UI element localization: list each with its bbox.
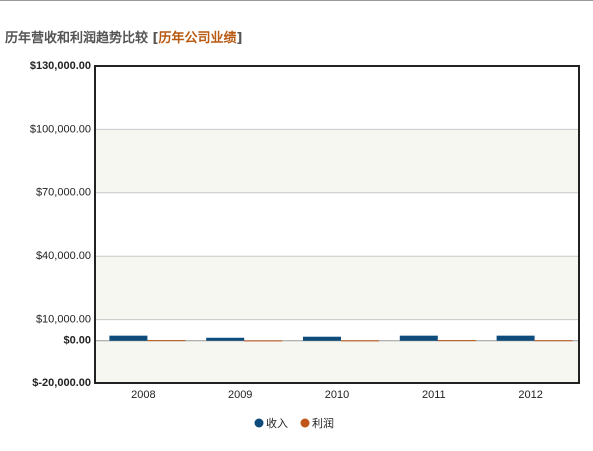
x-tick-label: 2011 [422, 389, 446, 401]
bar [399, 335, 438, 341]
y-tick-label: $10,000.00 [36, 314, 91, 326]
bar [534, 340, 573, 342]
y-tick-label: $-20,000.00 [32, 377, 91, 389]
bar [303, 336, 341, 341]
bar [109, 335, 148, 341]
legend-marker [300, 418, 310, 428]
title-link[interactable]: 历年公司业绩 [158, 31, 237, 46]
legend-label: 利润 [312, 416, 334, 430]
bracket: ] [236, 31, 243, 46]
bar [437, 340, 476, 342]
top-border [0, 0, 593, 1]
x-tick-label: 2008 [131, 389, 155, 401]
title-block: 历年营收和利润趋势比较 [历年公司业绩] [5, 27, 242, 46]
bar [341, 340, 379, 342]
chart-title: 历年营收和利润趋势比较 [5, 31, 149, 46]
legend-marker [254, 418, 264, 428]
band [95, 129, 579, 193]
bracket: [ [152, 31, 159, 46]
bar [147, 340, 186, 342]
x-tick-label: 2010 [325, 389, 349, 401]
y-tick-label: $0.00 [63, 335, 91, 347]
plot-frame [94, 65, 580, 384]
band [95, 340, 579, 383]
x-tick-label: 2009 [228, 389, 252, 401]
bar [244, 340, 283, 342]
band [95, 256, 579, 320]
bar [496, 335, 535, 341]
legend-label: 收入 [266, 416, 288, 430]
y-tick-label: $130,000.00 [30, 60, 91, 72]
bar [206, 337, 245, 341]
y-tick-label: $40,000.00 [36, 250, 91, 262]
y-tick-label: $100,000.00 [30, 123, 91, 135]
x-tick-label: 2012 [518, 389, 542, 401]
y-tick-label: $70,000.00 [36, 187, 91, 199]
